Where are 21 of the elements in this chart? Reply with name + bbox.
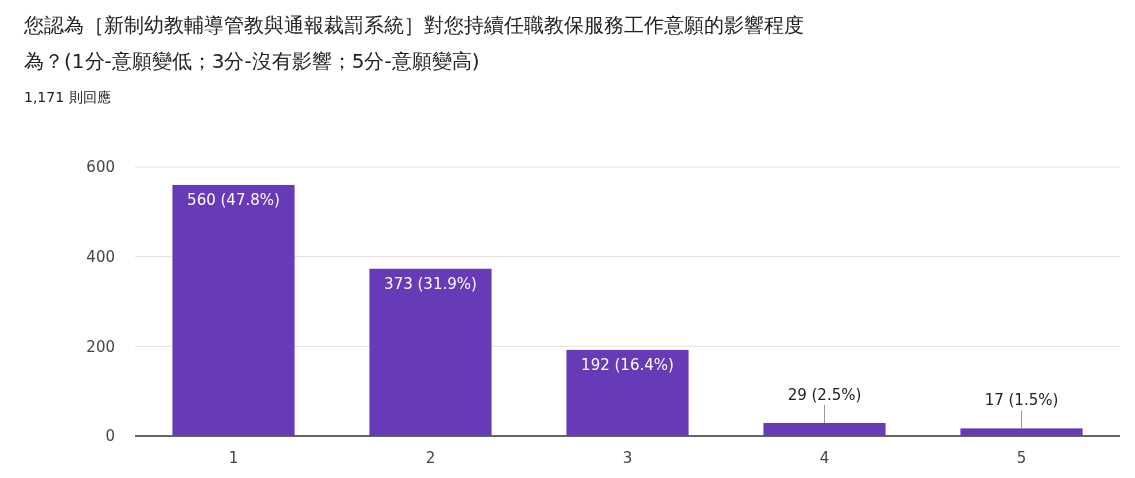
data-label: 29 (2.5%) [787,386,862,404]
y-tick-label: 400 [86,247,115,266]
y-tick-label: 200 [86,337,115,356]
data-label: 560 (47.8%) [187,190,280,209]
x-tick-label: 3 [622,449,633,467]
x-tick-label: 1 [228,449,239,467]
bar [763,423,886,436]
y-tick-label: 600 [86,158,115,177]
x-tick-label: 4 [819,449,830,467]
bar [369,268,492,436]
data-label: 373 (31.9%) [384,274,477,293]
chart-title: 您認為［新制幼教輔導管教與通報裁罰系統］對您持續任職教保服務工作意願的影響程度為？(1分-意願變低；3分-沒有影響；5分-意願變高) [23,13,804,73]
data-label: 192 (16.4%) [581,355,674,374]
x-tick-label: 5 [1016,449,1027,467]
x-tick-label: 2 [425,449,436,467]
bar [566,349,689,436]
y-tick-label: 0 [105,427,115,446]
bar [960,428,1083,436]
chart-subtitle: 1,171 則回應 [24,89,111,105]
bar [172,184,295,436]
data-label: 17 (1.5%) [984,391,1059,410]
